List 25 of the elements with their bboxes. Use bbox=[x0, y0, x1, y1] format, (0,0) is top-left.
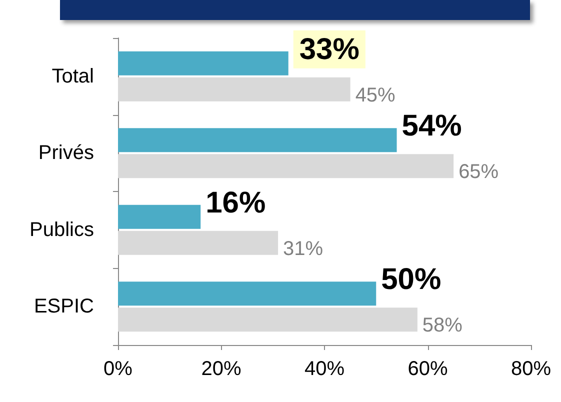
bar bbox=[118, 154, 454, 178]
data-label: 65% bbox=[458, 161, 499, 184]
x-tick-label: 60% bbox=[408, 358, 448, 380]
bar bbox=[118, 51, 288, 76]
y-tick-label: Total bbox=[52, 65, 94, 88]
bar bbox=[118, 77, 350, 102]
data-label: 45% bbox=[355, 84, 396, 106]
data-label: 31% bbox=[283, 238, 324, 260]
data-label: 58% bbox=[422, 314, 463, 337]
x-tick-label: 80% bbox=[510, 358, 552, 380]
x-tick-label: 40% bbox=[304, 358, 345, 380]
bar bbox=[118, 204, 201, 229]
y-tick-label: ESPIC bbox=[34, 296, 94, 318]
x-tick-label: 0% bbox=[104, 358, 133, 380]
data-label: 54% bbox=[402, 110, 462, 143]
y-tick-label: Publics bbox=[30, 218, 94, 241]
data-label: 33% bbox=[299, 32, 360, 66]
data-label: 16% bbox=[206, 186, 266, 220]
bar bbox=[118, 230, 278, 255]
data-label: 50% bbox=[381, 263, 442, 296]
x-tick-label: 20% bbox=[201, 358, 242, 380]
bar bbox=[118, 308, 418, 332]
bar bbox=[118, 282, 376, 306]
y-tick-label: Privés bbox=[38, 142, 94, 164]
bar bbox=[118, 128, 397, 152]
